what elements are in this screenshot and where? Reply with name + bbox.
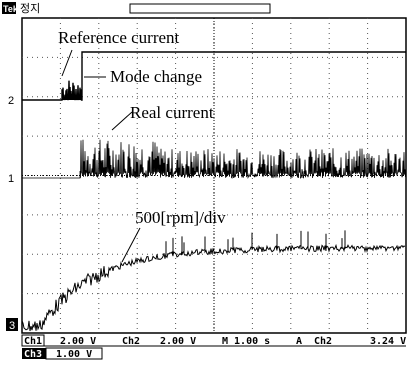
status-text: Ch1 [24, 336, 42, 347]
ch-marker: 2 [8, 95, 14, 107]
status-text: 2.00 V [160, 336, 196, 347]
status-text: Ch2 [314, 336, 332, 347]
status-text: 2.00 V [60, 336, 96, 347]
status-text: Ch3 [24, 349, 42, 360]
ch-marker: 3 [9, 320, 15, 332]
status-text: A [296, 336, 302, 347]
status-text: 3.24 V [370, 336, 406, 347]
status-text: Ch2 [122, 336, 140, 347]
annotation: Real current [130, 103, 214, 122]
annotation: Reference current [58, 28, 180, 47]
background [0, 0, 411, 378]
brand: Tek [3, 4, 19, 14]
status-text: 1.00 V [56, 349, 92, 360]
scope-screen: Tek 정지 2 1 3 Reference current Mode chan… [0, 0, 411, 378]
ch-marker: 1 [8, 173, 14, 185]
annotation: 500[rpm]/div [135, 208, 226, 227]
status-text: M 1.00 s [222, 336, 270, 347]
status: 정지 [20, 2, 40, 15]
annotation: Mode change [110, 67, 202, 86]
